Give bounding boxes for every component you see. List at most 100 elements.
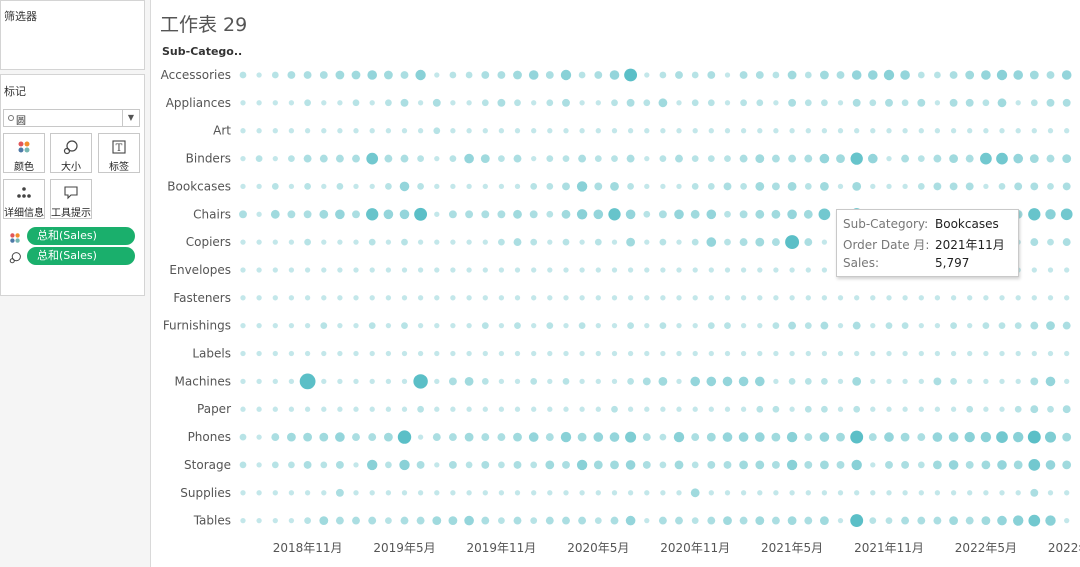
scatter-point[interactable] xyxy=(867,70,878,80)
scatter-point[interactable] xyxy=(675,516,683,525)
scatter-point[interactable] xyxy=(885,460,893,469)
scatter-point[interactable] xyxy=(497,433,506,442)
scatter-point[interactable] xyxy=(385,267,392,273)
scatter-point[interactable] xyxy=(820,182,829,191)
scatter-point[interactable] xyxy=(272,378,278,385)
scatter-point[interactable] xyxy=(400,154,409,163)
scatter-point[interactable] xyxy=(240,378,246,385)
scatter-point[interactable] xyxy=(369,267,375,273)
scatter-point[interactable] xyxy=(983,128,989,134)
scatter-point[interactable] xyxy=(385,99,392,107)
scatter-point[interactable] xyxy=(901,322,909,329)
scatter-point[interactable] xyxy=(771,516,780,525)
scatter-point[interactable] xyxy=(773,378,779,385)
scatter-point[interactable] xyxy=(886,295,892,301)
scatter-point[interactable] xyxy=(917,183,925,190)
scatter-point[interactable] xyxy=(886,183,892,190)
scatter-point[interactable] xyxy=(1029,154,1039,164)
scatter-point[interactable] xyxy=(498,490,505,496)
scatter-point[interactable] xyxy=(918,295,924,301)
scatter-point[interactable] xyxy=(624,68,638,82)
scatter-point[interactable] xyxy=(724,210,731,218)
scatter-point[interactable] xyxy=(854,490,860,496)
scatter-point[interactable] xyxy=(352,154,360,163)
scatter-point[interactable] xyxy=(576,209,588,220)
scatter-point[interactable] xyxy=(1062,405,1071,414)
scatter-point[interactable] xyxy=(1064,350,1070,357)
scatter-point[interactable] xyxy=(385,517,392,524)
scatter-point[interactable] xyxy=(609,70,620,80)
scatter-point[interactable] xyxy=(466,100,472,106)
scatter-point[interactable] xyxy=(610,516,619,525)
scatter-point[interactable] xyxy=(738,376,749,387)
scatter-point[interactable] xyxy=(917,461,925,469)
scatter-point[interactable] xyxy=(724,100,731,106)
scatter-point[interactable] xyxy=(466,322,472,329)
scatter-point[interactable] xyxy=(321,295,327,301)
scatter-point[interactable] xyxy=(983,378,989,385)
scatter-point[interactable] xyxy=(659,71,667,79)
scatter-point[interactable] xyxy=(609,432,620,442)
scatter-point[interactable] xyxy=(288,406,295,412)
scatter-point[interactable] xyxy=(303,460,312,469)
scatter-point[interactable] xyxy=(626,237,635,247)
scatter-point[interactable] xyxy=(255,155,263,162)
scatter-point[interactable] xyxy=(644,322,650,329)
scatter-point[interactable] xyxy=(870,322,876,329)
scatter-point[interactable] xyxy=(498,267,505,273)
scatter-point[interactable] xyxy=(353,490,359,496)
scatter-point[interactable] xyxy=(594,71,603,79)
scatter-point[interactable] xyxy=(514,490,521,496)
scatter-point[interactable] xyxy=(384,70,393,80)
scatter-point[interactable] xyxy=(240,490,246,496)
scatter-point[interactable] xyxy=(789,406,795,412)
scatter-point[interactable] xyxy=(934,100,941,106)
scatter-point[interactable] xyxy=(644,155,650,162)
scatter-point[interactable] xyxy=(466,295,472,301)
scatter-point[interactable] xyxy=(256,350,262,357)
scatter-point[interactable] xyxy=(1062,238,1071,247)
scatter-point[interactable] xyxy=(722,376,733,387)
scatter-point[interactable] xyxy=(933,154,942,163)
scatter-point[interactable] xyxy=(465,210,474,219)
scatter-point[interactable] xyxy=(854,295,860,301)
scatter-point[interactable] xyxy=(514,99,521,107)
scatter-point[interactable] xyxy=(883,69,895,81)
scatter-point[interactable] xyxy=(692,350,698,357)
scatter-point[interactable] xyxy=(594,182,603,191)
scatter-point[interactable] xyxy=(417,128,424,134)
scatter-point[interactable] xyxy=(288,295,295,301)
scatter-point[interactable] xyxy=(368,238,376,246)
scatter-point[interactable] xyxy=(450,295,456,301)
scatter-point[interactable] xyxy=(724,238,731,246)
scatter-point[interactable] xyxy=(870,462,876,468)
scatter-point[interactable] xyxy=(514,295,521,301)
scatter-point[interactable] xyxy=(595,406,601,412)
scatter-point[interactable] xyxy=(303,154,312,163)
scatter-point[interactable] xyxy=(627,406,634,412)
scatter-point[interactable] xyxy=(724,128,731,134)
detail-button[interactable]: 详细信息 xyxy=(3,179,45,219)
scatter-point[interactable] xyxy=(870,350,876,357)
scatter-point[interactable] xyxy=(579,406,585,412)
scatter-point[interactable] xyxy=(513,70,522,80)
scatter-point[interactable] xyxy=(401,490,408,496)
scatter-point[interactable] xyxy=(482,183,488,190)
scatter-point[interactable] xyxy=(771,460,780,469)
scatter-point[interactable] xyxy=(611,490,618,496)
scatter-point[interactable] xyxy=(740,295,747,301)
scatter-point[interactable] xyxy=(949,516,958,525)
scatter-point[interactable] xyxy=(724,295,731,301)
scatter-point[interactable] xyxy=(432,98,441,107)
scatter-point[interactable] xyxy=(773,490,779,496)
scatter-point[interactable] xyxy=(789,490,795,496)
scatter-point[interactable] xyxy=(660,295,666,301)
scatter-point[interactable] xyxy=(288,350,295,357)
scatter-point[interactable] xyxy=(335,516,344,525)
scatter-point[interactable] xyxy=(562,460,570,469)
scatter-point[interactable] xyxy=(836,154,845,164)
scatter-point[interactable] xyxy=(498,238,505,246)
scatter-point[interactable] xyxy=(1013,70,1024,80)
scatter-point[interactable] xyxy=(466,406,472,412)
scatter-point[interactable] xyxy=(754,432,765,442)
